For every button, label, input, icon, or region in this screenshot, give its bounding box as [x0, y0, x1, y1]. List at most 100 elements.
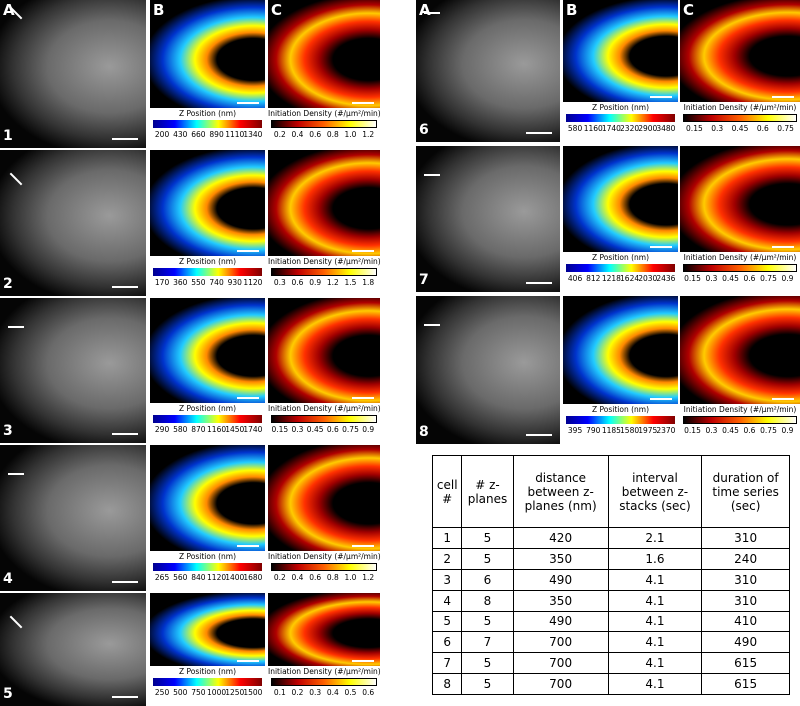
- z-map: [563, 0, 678, 102]
- scale-bar: [772, 96, 794, 98]
- colorbar-tick: 250: [154, 688, 170, 697]
- table-cell: 5: [461, 610, 514, 633]
- colorbar-tick: 0.15: [684, 274, 701, 283]
- table-cell: 350: [512, 589, 609, 612]
- colorbar-tick: 0.2: [273, 573, 286, 582]
- scale-bar: [650, 96, 672, 98]
- colorbar-tick: 0.9: [362, 425, 375, 434]
- colorbar-tick: 1450: [225, 425, 245, 434]
- colorbar-label: Initiation Density (#/μm²/min): [268, 552, 381, 561]
- colorbar-tick: 0.6: [291, 278, 304, 287]
- scale-bar: [650, 246, 672, 248]
- raw-image: [416, 0, 560, 142]
- header-cell: # z-planes: [461, 455, 514, 528]
- scale-bar: [526, 434, 552, 436]
- scale-bar: [772, 398, 794, 400]
- colorbar-tick: 1.2: [326, 278, 339, 287]
- colorbar-tick: 0.3: [291, 425, 304, 434]
- table-cell: 6: [461, 568, 514, 591]
- colorbar: [153, 268, 262, 276]
- density-map: [268, 0, 380, 108]
- table-cell: 7: [461, 631, 514, 654]
- header-cell: distance between z-planes (nm): [512, 455, 609, 528]
- colorbar-tick: 0.6: [326, 425, 339, 434]
- z-map: [150, 0, 265, 108]
- panel-label: B: [566, 1, 578, 19]
- panel-label: A: [419, 1, 431, 19]
- colorbar-tick: 430: [173, 130, 188, 139]
- colorbar-tick: 170: [154, 278, 170, 287]
- table-cell: 490: [512, 610, 609, 633]
- table-cell: 310: [701, 568, 790, 591]
- colorbar: [566, 264, 675, 272]
- colorbar-tick: 0.45: [722, 426, 739, 435]
- table-cell: 2.1: [607, 527, 703, 549]
- density-map: [680, 0, 800, 102]
- table-cell: 5: [461, 652, 514, 675]
- table-cell: 350: [512, 547, 609, 570]
- scale-bar: [237, 250, 259, 252]
- cell-number: 2: [3, 276, 13, 292]
- scale-bar: [112, 286, 138, 288]
- colorbar-tick: 0.75: [760, 426, 777, 435]
- colorbar-tick: 1218: [601, 274, 621, 283]
- header-cell: interval between z-stacks (sec): [607, 455, 703, 528]
- colorbar-tick: 0.15: [271, 425, 289, 434]
- table-row: 8 5 700 4.1 615: [431, 673, 790, 695]
- colorbar-tick: 890: [209, 130, 224, 139]
- panel-label: C: [271, 1, 283, 19]
- colorbar-tick: 0.45: [722, 274, 739, 283]
- scale-bar: [237, 397, 259, 399]
- colorbar-tick: 0.4: [291, 573, 304, 582]
- colorbar-label: Z Position (nm): [591, 405, 650, 414]
- colorbar: [683, 264, 797, 272]
- colorbar: [271, 120, 377, 128]
- colorbar-tick: 1740: [601, 124, 621, 133]
- colorbar-tick: 1500: [243, 688, 263, 697]
- table-row: 2 5 350 1.6 240: [431, 547, 790, 570]
- table-cell: 240: [701, 547, 790, 570]
- table-cell: 490: [512, 568, 609, 591]
- colorbar-label: Initiation Density (#/μm²/min): [268, 109, 381, 118]
- colorbar-tick: 2370: [656, 426, 676, 435]
- colorbar: [271, 563, 377, 571]
- colorbar: [271, 268, 377, 276]
- colorbar-tick: 0.8: [326, 130, 339, 139]
- table-row: 1 5 420 2.1 310: [431, 527, 790, 549]
- colorbar: [153, 415, 262, 423]
- scale-bar: [352, 397, 374, 399]
- density-map: [680, 146, 800, 252]
- scale-bar: [526, 132, 552, 134]
- density-map: [680, 296, 800, 404]
- scale-bar: [237, 660, 259, 662]
- table-cell: 310: [701, 527, 790, 549]
- scale-bar: [112, 433, 138, 435]
- colorbar-label: Initiation Density (#/μm²/min): [683, 405, 797, 414]
- z-map: [150, 445, 265, 551]
- scale-bar: [112, 696, 138, 698]
- colorbar-tick: 580: [173, 425, 188, 434]
- scale-bar: [352, 250, 374, 252]
- colorbar-tick: 1740: [243, 425, 263, 434]
- z-map: [150, 150, 265, 256]
- colorbar-label: Z Position (nm): [178, 404, 237, 413]
- colorbar-tick: 0.4: [291, 130, 304, 139]
- colorbar-tick: 0.5: [344, 688, 357, 697]
- colorbar-tick: 1580: [620, 426, 640, 435]
- colorbar-tick: 0.45: [306, 425, 324, 434]
- table-cell: 7: [431, 652, 463, 675]
- table-cell: 3: [431, 568, 463, 591]
- table-row: 5 5 490 4.1 410: [431, 610, 790, 633]
- colorbar: [271, 678, 377, 686]
- table-cell: 420: [512, 527, 609, 549]
- colorbar-tick: 500: [173, 688, 188, 697]
- colorbar-tick: 812: [586, 274, 601, 283]
- colorbar-label: Initiation Density (#/μm²/min): [683, 103, 797, 112]
- table-cell: 4.1: [607, 673, 703, 695]
- table-cell: 410: [701, 610, 790, 633]
- colorbar-tick: 0.3: [705, 426, 718, 435]
- colorbar: [566, 416, 675, 424]
- table-cell: 310: [701, 589, 790, 612]
- colorbar-tick: 2436: [656, 274, 676, 283]
- colorbar-tick: 1000: [207, 688, 227, 697]
